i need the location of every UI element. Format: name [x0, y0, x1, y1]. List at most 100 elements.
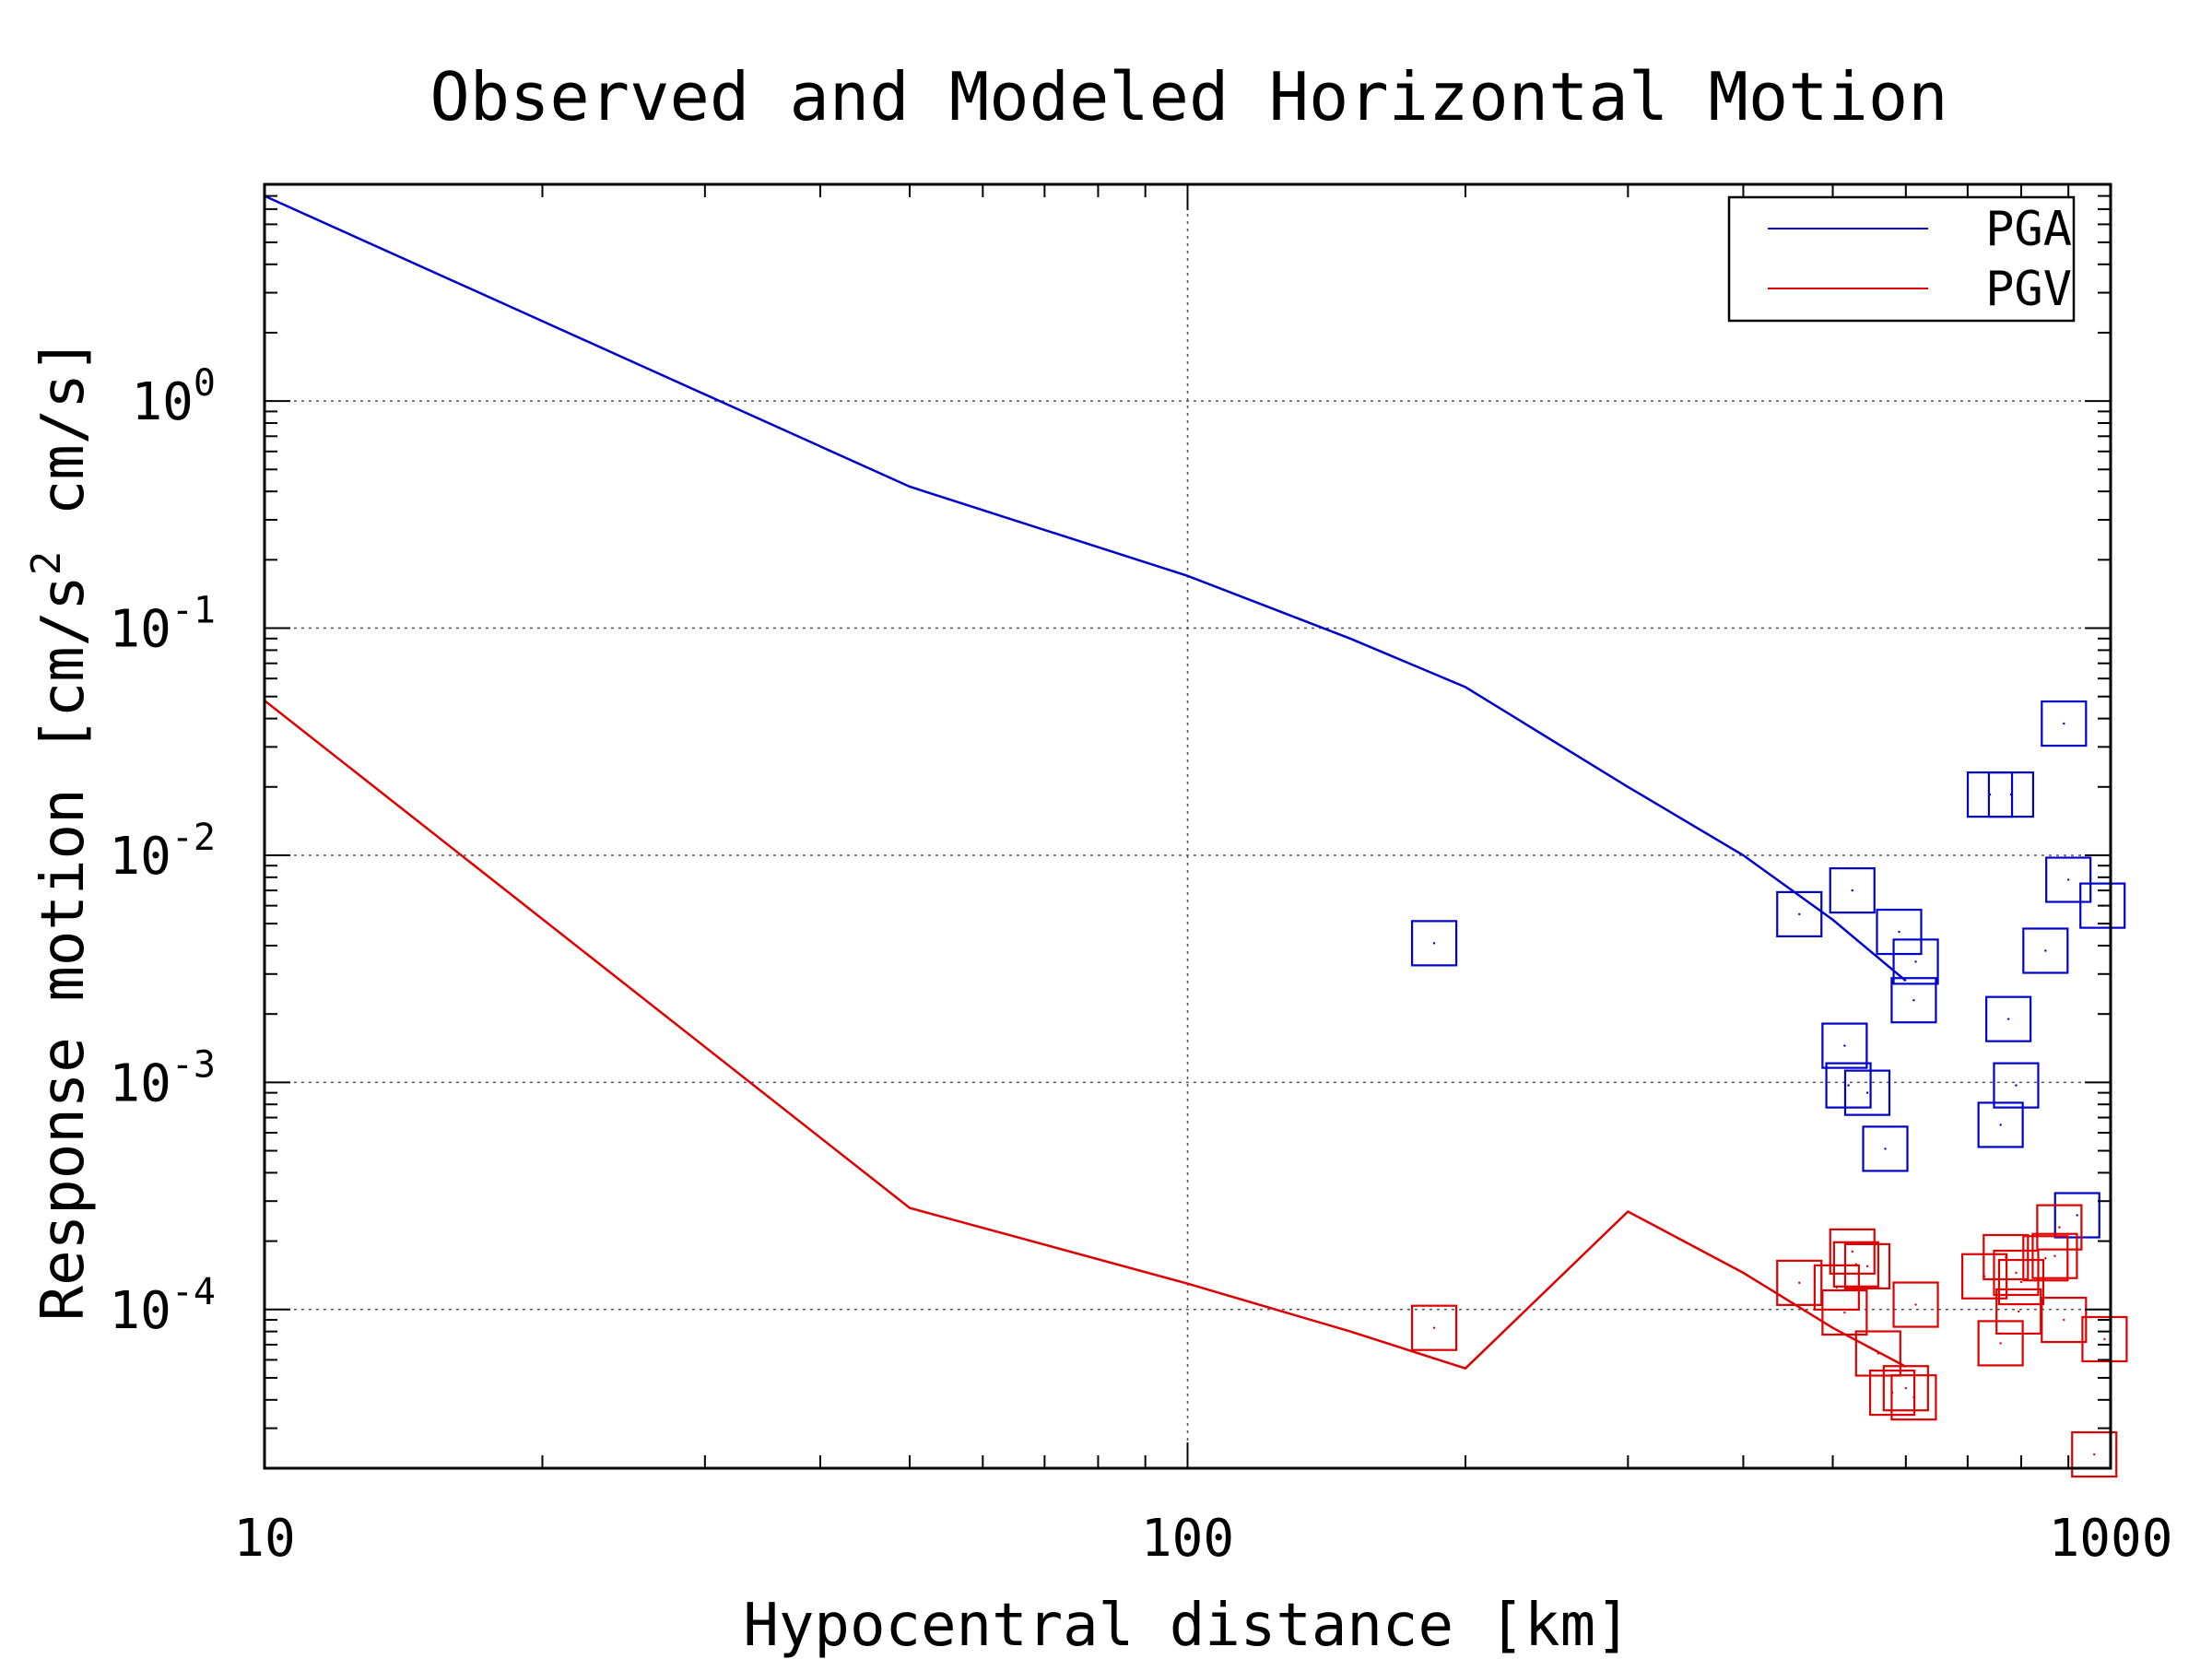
- x-axis-label: Hypocentral distance [km]: [743, 1592, 1630, 1659]
- data-point-pga-observed: [2045, 856, 2092, 903]
- data-point-center: [1851, 1250, 1853, 1253]
- data-point-pgv-observed: [1882, 1365, 1929, 1412]
- data-point-center: [2103, 1337, 2106, 1341]
- y-tick-exponent: -2: [171, 817, 216, 859]
- y-tick-exponent: -4: [171, 1271, 216, 1313]
- plot-series: [264, 194, 2128, 1478]
- data-point-pgv-observed: [1890, 1374, 1937, 1421]
- data-point-pga-observed: [1829, 867, 1876, 914]
- data-point-center: [2058, 1226, 2061, 1229]
- minor-ticks: [264, 183, 2111, 1469]
- data-point-center: [2015, 1084, 2018, 1087]
- data-point-pgv-observed: [1977, 1320, 2024, 1367]
- data-point-center: [1912, 999, 1915, 1002]
- data-point-center: [2076, 1214, 2078, 1217]
- data-point-pga-observed: [1993, 1062, 2040, 1109]
- y-tick-exponent: 0: [194, 362, 216, 405]
- data-point-pga-observed: [1892, 938, 1939, 985]
- y-axis-label-sup: 2: [23, 551, 70, 576]
- data-point-center: [1912, 1395, 1915, 1399]
- data-point-center: [1432, 942, 1436, 945]
- y-tick-exponent: -1: [171, 590, 216, 632]
- data-point-center: [1843, 1044, 1846, 1047]
- data-point-center: [2019, 1280, 2023, 1284]
- data-point-pgv-observed: [2036, 1204, 2083, 1251]
- data-point-pga-observed: [2041, 700, 2088, 747]
- data-point-pgv-observed: [1993, 1249, 2040, 1297]
- data-point-pgv-observed: [1983, 1233, 2030, 1281]
- data-point-center: [2063, 1318, 2065, 1322]
- y-tick-base: 10: [109, 1281, 171, 1341]
- y-axis-label-prefix: Response motion [cm/s: [29, 575, 98, 1321]
- data-point-center: [2093, 1453, 2096, 1456]
- data-point-center: [1914, 1303, 1917, 1306]
- y-tick-label: 100: [131, 362, 216, 432]
- data-point-center: [1999, 1124, 2002, 1126]
- y-tick-label: 10-3: [109, 1043, 216, 1113]
- data-point-center: [1847, 1084, 1850, 1087]
- data-point-pgv-observed: [2022, 1235, 2069, 1282]
- data-point-center: [2063, 722, 2065, 725]
- data-point-pga-observed: [1987, 771, 2035, 818]
- data-point-center: [1898, 930, 1900, 934]
- data-point-center: [1854, 1263, 1858, 1266]
- data-point-center: [2044, 1257, 2047, 1260]
- x-tick-label: 10: [233, 1509, 295, 1569]
- data-point-pga-observed: [1825, 1062, 1872, 1109]
- y-tick-label: 10-1: [109, 590, 216, 660]
- data-point-pga-observed: [1890, 977, 1937, 1024]
- grid-lines: [265, 184, 2111, 1468]
- data-point-center: [1884, 1147, 1887, 1150]
- data-point-pgv-observed: [2071, 1430, 2118, 1478]
- data-point-center: [2006, 1018, 2010, 1020]
- data-point-center: [2053, 1254, 2056, 1257]
- legend-pga-label: PGA: [1985, 202, 2072, 257]
- data-point-center: [1914, 960, 1917, 963]
- data-point-pga-observed: [1862, 1125, 1909, 1172]
- data-point-pga-observed: [1985, 995, 2032, 1042]
- data-point-pgv-observed: [2081, 1315, 2128, 1363]
- data-point-center: [1904, 1387, 1908, 1390]
- y-tick-base: 10: [131, 372, 193, 432]
- y-axis-label: Response motion [cm/s2 cm/s]: [23, 338, 99, 1322]
- data-point-center: [1432, 1326, 1436, 1329]
- data-point-center: [1851, 888, 1853, 892]
- data-point-pgv-observed: [1776, 1259, 1823, 1306]
- data-point-pgv-observed: [1832, 1241, 1879, 1288]
- data-point-pga-observed: [1977, 1101, 2024, 1148]
- data-point-pga-observed: [2079, 882, 2126, 929]
- data-point-center: [2015, 1271, 2018, 1275]
- data-point-pgv-observed: [1843, 1242, 1891, 1289]
- data-point-center: [2044, 949, 2047, 952]
- data-point-pgv-observed: [1829, 1228, 1876, 1275]
- data-point-pga-observed: [1821, 1022, 1868, 1069]
- chart-title: Observed and Modeled Horizontal Motion: [429, 58, 1947, 135]
- data-point-center: [2018, 1310, 2020, 1313]
- data-point-center: [1865, 1091, 1869, 1094]
- x-tick-labels: 10 100 1000: [233, 1509, 2172, 1569]
- y-tick-base: 10: [109, 827, 171, 887]
- data-point-pgv-observed: [1997, 1258, 2045, 1306]
- data-point-center: [1877, 1352, 1880, 1355]
- y-axis-label-suffix: cm/s]: [29, 338, 98, 551]
- y-tick-base: 10: [109, 1053, 171, 1113]
- data-point-center: [1798, 912, 1801, 916]
- data-point-pgv-observed: [2041, 1296, 2088, 1344]
- data-point-center: [1843, 1311, 1846, 1314]
- data-point-pgv-observed: [1854, 1330, 1901, 1377]
- data-point-center: [1798, 1281, 1801, 1285]
- legend: PGA PGV: [1727, 195, 2076, 323]
- legend-pgv-label: PGV: [1985, 262, 2072, 317]
- data-point-center: [1865, 1265, 1869, 1268]
- data-point-center: [2066, 878, 2070, 881]
- x-tick-label: 100: [1141, 1509, 1234, 1569]
- data-point-pgv-observed: [1821, 1288, 1868, 1336]
- data-point-center: [2009, 793, 2013, 796]
- x-tick-label: 1000: [2049, 1509, 2173, 1569]
- series-line-pga: [264, 194, 1907, 982]
- y-tick-label: 10-2: [109, 817, 216, 887]
- data-point-pga-observed: [1776, 890, 1823, 938]
- data-point-pga-observed: [1876, 908, 1923, 956]
